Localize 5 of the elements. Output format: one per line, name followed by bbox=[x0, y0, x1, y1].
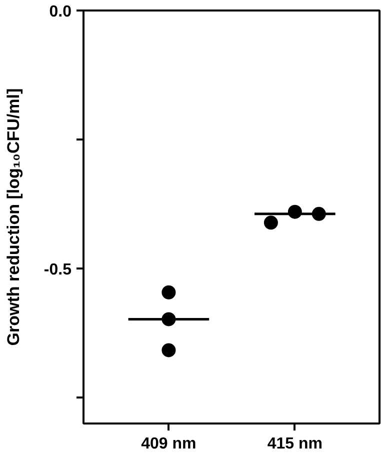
x-tick-label: 415 nm bbox=[267, 436, 322, 452]
y-axis-title: Growth reduction [log₁₀CFU/ml] bbox=[4, 88, 23, 346]
x-tick-label: 409 nm bbox=[141, 436, 196, 452]
y-tick-label: 0.0 bbox=[49, 4, 72, 20]
y-tick-label: -0.5 bbox=[44, 262, 72, 279]
